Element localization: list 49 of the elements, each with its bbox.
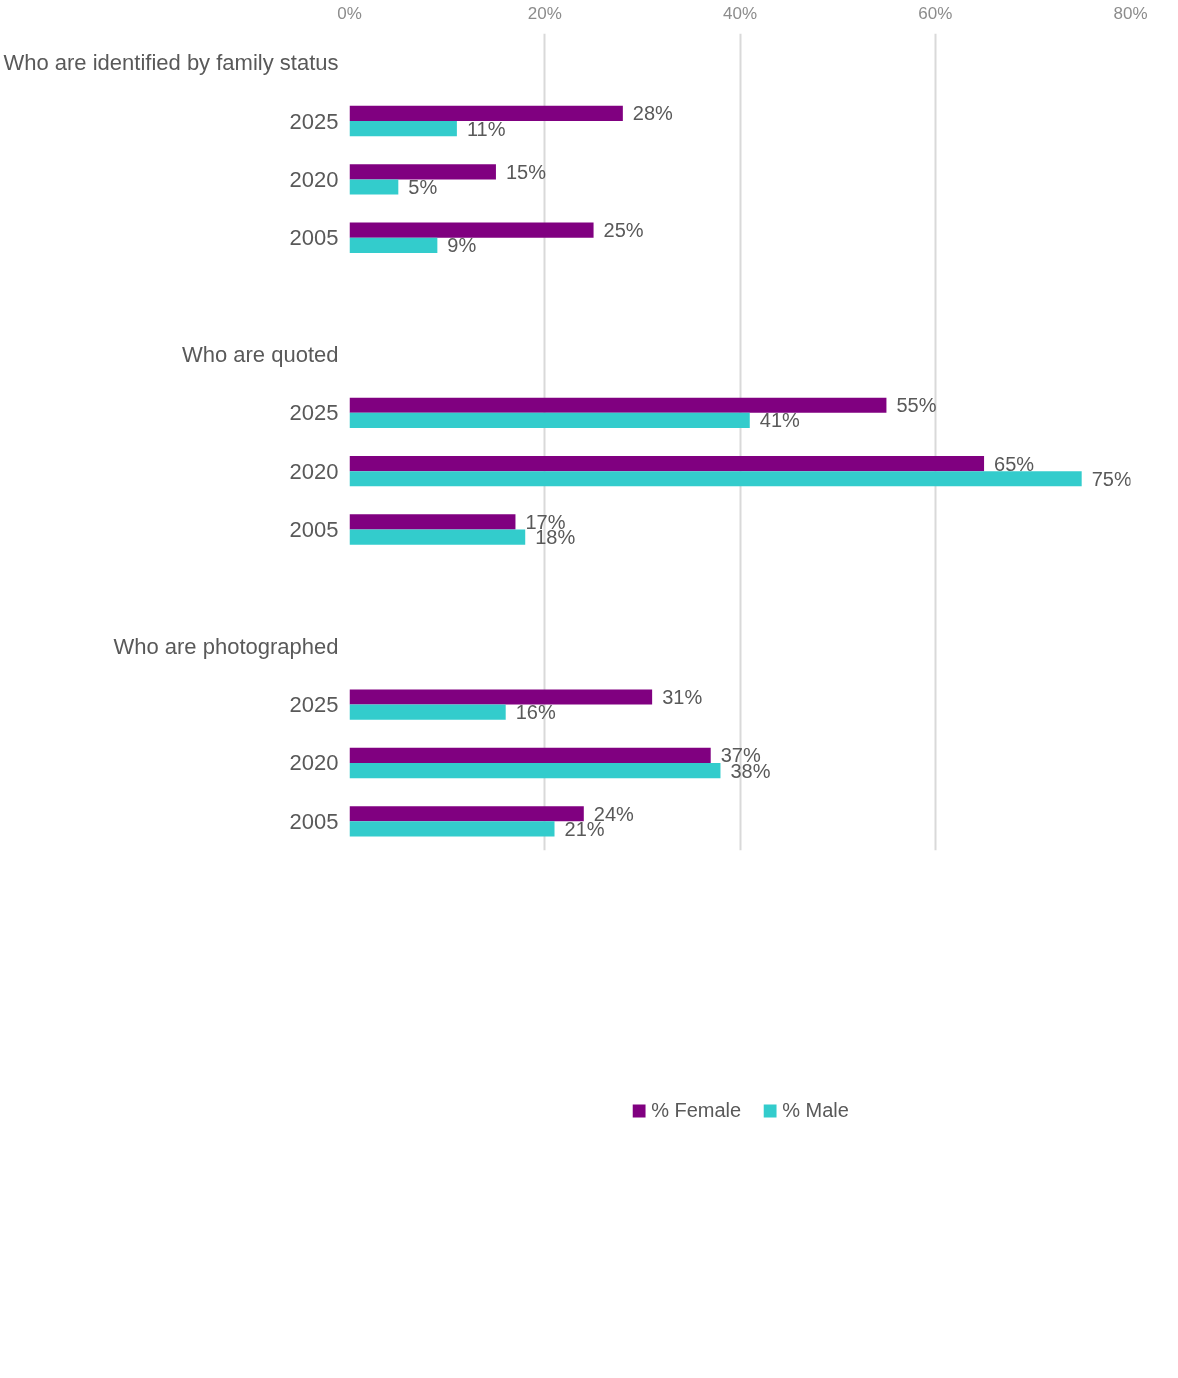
data-label: 65%	[994, 452, 1035, 475]
bar	[349, 821, 555, 837]
x-tick-label: 60%	[918, 3, 953, 23]
data-label: 55%	[896, 394, 937, 417]
bar	[349, 397, 887, 413]
x-tick-label: 20%	[527, 3, 562, 23]
y-tick-label: 2020	[289, 458, 339, 484]
bar	[349, 222, 594, 238]
y-tick-label: 2005	[289, 225, 339, 251]
y-tick-label: 2025	[289, 400, 339, 426]
legend-label: % Male	[782, 1098, 849, 1122]
bar	[349, 806, 584, 822]
data-label: 15%	[505, 160, 547, 183]
bar	[349, 529, 526, 545]
data-label: 31%	[662, 686, 703, 709]
y-tick-label: 2025	[289, 692, 339, 718]
bar	[349, 471, 1082, 487]
y-tick-label: 2020	[289, 750, 339, 776]
data-label: 16%	[515, 701, 556, 724]
bar	[349, 164, 496, 180]
bar	[349, 762, 721, 779]
data-label: 9%	[447, 234, 477, 257]
bar	[349, 179, 399, 195]
y-tick-label: Who are quoted	[181, 341, 339, 367]
data-label: 28%	[632, 102, 674, 125]
y-tick-label: Who are identified by family status	[3, 50, 339, 76]
bar	[349, 747, 711, 763]
data-label: 75%	[1091, 467, 1132, 490]
x-tick-label: 80%	[1113, 3, 1148, 23]
y-tick-label: Who are photographed	[113, 633, 339, 659]
bar	[349, 456, 985, 472]
y-tick-label: 2005	[289, 808, 339, 834]
y-tick-label: 2005	[289, 517, 339, 543]
data-label: 41%	[759, 409, 801, 432]
data-label: 5%	[408, 175, 438, 198]
bar	[349, 105, 623, 122]
bar	[349, 121, 457, 137]
bar	[349, 412, 750, 428]
bar	[349, 704, 506, 720]
bar	[349, 237, 438, 253]
y-tick-label: 2020	[289, 166, 339, 192]
x-tick-label: 40%	[722, 3, 758, 23]
legend-label: % Female	[651, 1098, 742, 1122]
data-label: 11%	[466, 117, 506, 140]
data-label: 25%	[603, 219, 644, 242]
bar	[349, 689, 653, 705]
x-tick-label: 0%	[337, 3, 362, 23]
y-tick-label: 2025	[289, 108, 339, 134]
bar	[349, 514, 516, 530]
